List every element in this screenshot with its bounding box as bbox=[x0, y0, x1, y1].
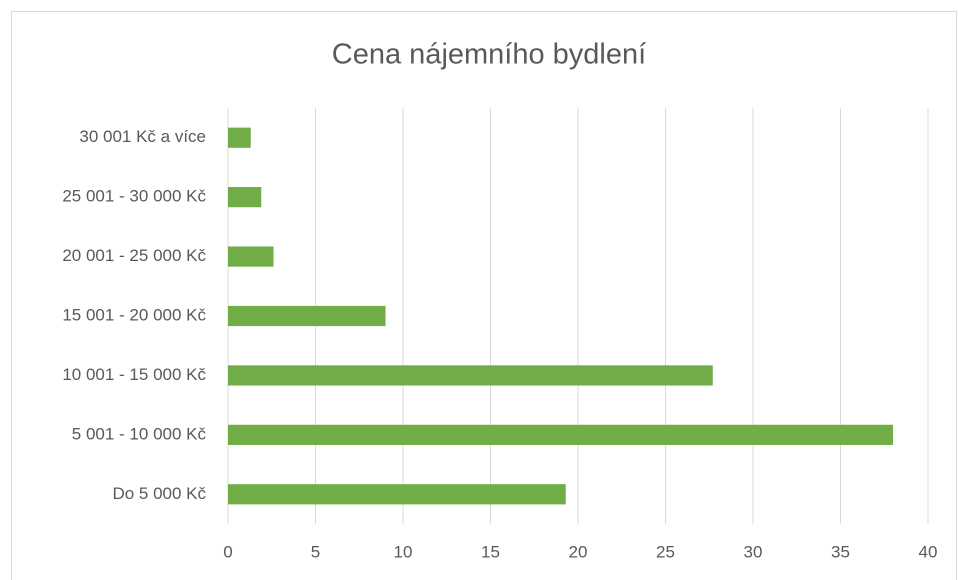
x-tick-label: 25 bbox=[656, 542, 675, 561]
x-tick-label: 35 bbox=[831, 542, 850, 561]
x-tick-label: 30 bbox=[744, 542, 763, 561]
y-tick-label: 25 001 - 30 000 Kč bbox=[62, 187, 206, 206]
y-tick-label: Do 5 000 Kč bbox=[112, 484, 206, 503]
x-tick-label: 20 bbox=[569, 542, 588, 561]
bar bbox=[228, 127, 251, 148]
y-tick-label: 15 001 - 20 000 Kč bbox=[62, 305, 206, 324]
x-tick-label: 15 bbox=[481, 542, 500, 561]
y-tick-label: 30 001 Kč a více bbox=[79, 127, 206, 146]
x-tick-label: 0 bbox=[223, 542, 232, 561]
bar bbox=[228, 187, 262, 208]
x-tick-label: 10 bbox=[394, 542, 413, 561]
x-tick-label: 5 bbox=[311, 542, 320, 561]
bar bbox=[228, 424, 893, 445]
y-tick-label: 10 001 - 15 000 Kč bbox=[62, 365, 206, 384]
y-tick-label: 5 001 - 10 000 Kč bbox=[72, 424, 207, 443]
y-tick-label: 20 001 - 25 000 Kč bbox=[62, 246, 206, 265]
bar bbox=[228, 246, 274, 267]
bar bbox=[228, 305, 386, 327]
chart-title: Cena nájemního bydlení bbox=[332, 39, 646, 71]
bar bbox=[228, 365, 713, 386]
x-tick-label: 40 bbox=[919, 542, 938, 561]
bar bbox=[228, 484, 566, 505]
